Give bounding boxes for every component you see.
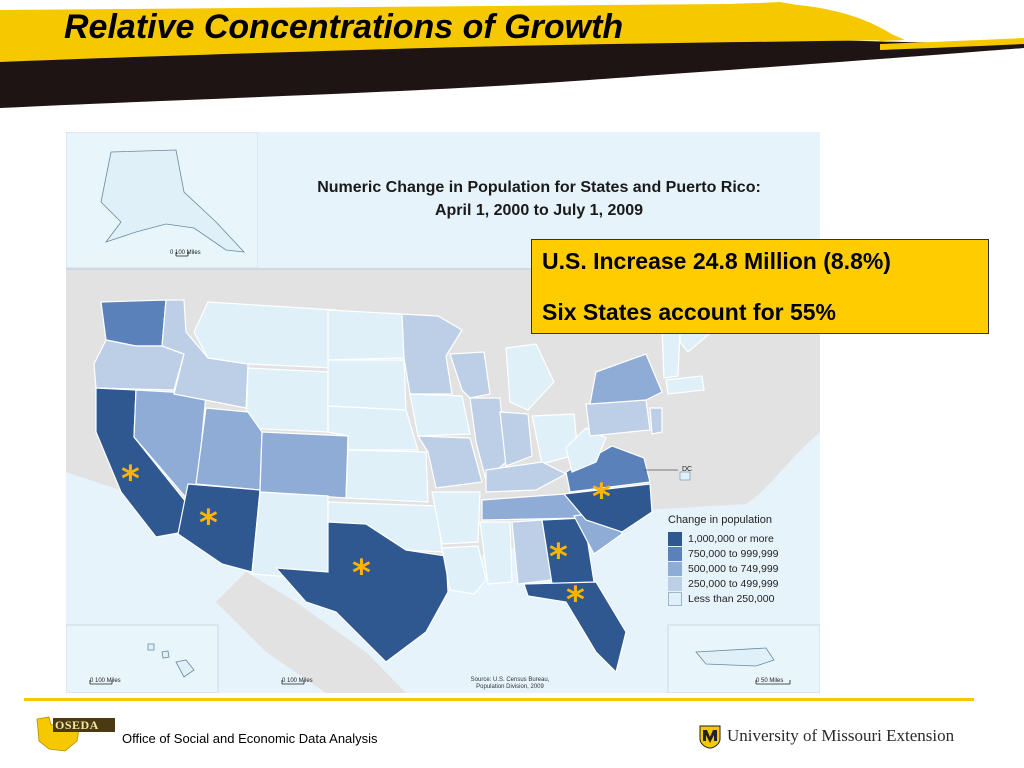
map-title: Numeric Change in Population for States … [258, 176, 820, 222]
state-wy [245, 367, 329, 433]
footer-university: University of Missouri Extension [727, 726, 955, 745]
state-fl [523, 581, 627, 674]
state-vt [661, 329, 681, 379]
oseda-logo-text: OSEDA [55, 718, 99, 732]
legend-swatch [668, 531, 682, 546]
state-ut [195, 407, 263, 491]
state-co [259, 431, 349, 499]
legend-item: 1,000,000 or more [668, 531, 779, 546]
mu-shield-icon [699, 725, 721, 754]
alaska-scale: 0 100 Miles [170, 250, 201, 256]
map-source: Source: U.S. Census Bureau, Population D… [470, 677, 550, 690]
state-in [499, 411, 533, 467]
mexico-land [216, 572, 406, 693]
legend-item: 250,000 to 499,999 [668, 576, 779, 591]
state-pa [585, 399, 651, 437]
state-ar [431, 491, 481, 545]
state-nj [649, 407, 663, 435]
slide-title: Relative Concentrations of Growth [64, 8, 624, 46]
star-california: * [121, 459, 140, 500]
footer-org-name: Office of Social and Economic Data Analy… [122, 731, 378, 746]
state-nm [251, 491, 329, 581]
state-ms [479, 521, 513, 585]
state-wa [100, 299, 167, 347]
dc-label: DC [682, 466, 693, 473]
state-ny [589, 353, 663, 405]
state-ks [345, 449, 429, 503]
states-layer [93, 291, 717, 674]
conus-scale: 0 100 Miles [282, 678, 313, 684]
map-legend: Change in population 1,000,000 or more 7… [668, 514, 779, 606]
map-title-line2: April 1, 2000 to July 1, 2009 [434, 202, 644, 219]
hawaii-state [147, 643, 195, 678]
oseda-logo: OSEDA [35, 715, 117, 758]
growth-callout: U.S. Increase 24.8 Million (8.8%) Six St… [531, 239, 989, 334]
state-mo [416, 435, 483, 489]
state-az [177, 483, 261, 573]
state-mn [401, 313, 463, 395]
state-mt [193, 301, 337, 369]
dc-marker [679, 471, 691, 481]
pr-scale: 0 50 Miles [756, 678, 784, 684]
state-ia [409, 393, 471, 437]
header-swoosh [0, 2, 1024, 108]
state-nd [327, 309, 405, 361]
puerto-rico [695, 647, 775, 667]
star-florida: * [566, 580, 585, 621]
star-georgia: * [549, 537, 568, 578]
legend-swatch [668, 591, 682, 606]
state-wi [449, 351, 491, 399]
legend-title: Change in population [668, 514, 772, 526]
state-ma [665, 375, 705, 395]
star-texas: * [352, 553, 371, 594]
state-ky [485, 461, 568, 493]
legend-swatch [668, 576, 682, 591]
legend-item: 750,000 to 999,999 [668, 546, 779, 561]
legend-swatch [668, 561, 682, 576]
hawaii-inset [66, 624, 219, 693]
legend-swatch [668, 546, 682, 561]
state-mi [505, 343, 555, 411]
star-north-carolina: * [592, 477, 611, 518]
state-la [441, 545, 487, 595]
footer-rule [24, 698, 974, 701]
state-wv [565, 427, 607, 473]
legend-item: 500,000 to 749,999 [668, 561, 779, 576]
star-arizona: * [199, 503, 218, 544]
state-tx [274, 521, 449, 663]
alaska-state [100, 149, 246, 253]
legend-item: Less than 250,000 [668, 591, 779, 606]
state-nc [562, 483, 653, 533]
state-sd [327, 359, 407, 411]
map-title-line1: Numeric Change in Population for States … [317, 179, 761, 196]
callout-line1: U.S. Increase 24.8 Million (8.8%) [542, 248, 891, 274]
hawaii-scale: 0 100 Miles [90, 678, 121, 684]
callout-line2: Six States account for 55% [542, 299, 836, 325]
